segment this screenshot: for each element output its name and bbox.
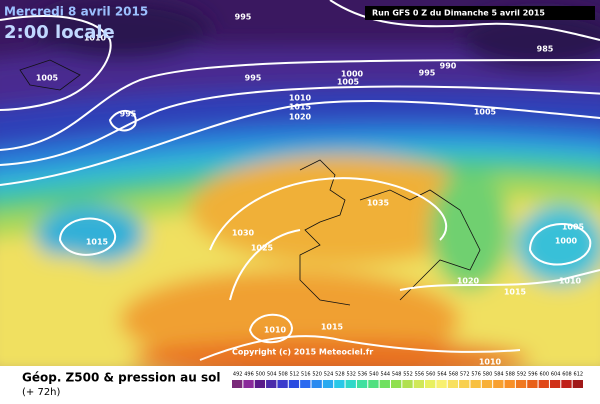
isobar-label: 1015 (86, 238, 109, 247)
isobar-label: 1010 (264, 326, 287, 335)
run-info: Run GFS 0 Z du Dimanche 5 avril 2015 (372, 9, 545, 18)
isobar-label: 1025 (251, 244, 274, 253)
scale-swatch (549, 380, 561, 388)
scale-label: 596 (528, 372, 538, 378)
scale-label: 552 (403, 372, 413, 378)
scale-swatch (254, 380, 266, 388)
scale-swatch (311, 380, 322, 388)
scale-swatch (413, 380, 425, 388)
isobar-label: 995 (235, 13, 252, 22)
scale-label: 536 (358, 372, 368, 378)
scale-label: 568 (449, 372, 459, 378)
scale-swatch (232, 380, 243, 388)
map-title: Mercredi 8 avril 2015 (4, 5, 148, 19)
scale-swatch (504, 380, 515, 388)
isobar-label: 1005 (474, 108, 497, 117)
scale-label: 612 (574, 372, 584, 378)
isobar-label: 1010 (559, 277, 582, 286)
scale-swatch (368, 380, 379, 388)
scale-label: 492 (233, 372, 243, 378)
isobar-label: 1010 (289, 94, 312, 103)
isobar-label: 1020 (289, 113, 312, 122)
scale-label: 532 (346, 372, 356, 378)
scale-label: 548 (392, 372, 402, 378)
scale-label: 556 (415, 372, 425, 378)
scale-label: 516 (301, 372, 311, 378)
scale-swatch (527, 380, 538, 388)
map-time: 2:00 locale (4, 22, 115, 43)
isobar-label: 1015 (504, 288, 527, 297)
isobar-label: 995 (419, 69, 436, 78)
isobar-label: 1005 (36, 74, 59, 83)
scale-label: 600 (539, 372, 549, 378)
scale-label: 528 (335, 372, 345, 378)
scale-label: 604 (551, 372, 561, 378)
isobar-label: 1010 (84, 34, 107, 43)
scale-swatch (425, 380, 436, 388)
color-scale: 492 496 500 504 508 512 516 520 524 528 532 536 540 5… (232, 372, 584, 388)
scale-swatch (288, 380, 300, 388)
scale-label: 520 (312, 372, 322, 378)
isobar-label: 1015 (289, 103, 312, 112)
scale-swatch (493, 380, 504, 388)
scale-swatch (356, 380, 368, 388)
isobar-label: 1005 (337, 78, 360, 87)
scale-label: 584 (494, 372, 504, 378)
scale-swatch (470, 380, 481, 388)
scale-label: 564 (437, 372, 447, 378)
scale-swatch (572, 380, 583, 388)
scale-swatch (334, 380, 345, 388)
scale-label: 580 (483, 372, 493, 378)
isobar-label: 990 (440, 62, 457, 71)
copyright: Copyright (c) 2015 Meteociel.fr (232, 348, 373, 357)
isobar-label: 995 (245, 74, 262, 83)
scale-swatch (538, 380, 549, 388)
scale-swatch (322, 380, 334, 388)
scale-label: 512 (290, 372, 300, 378)
scale-label: 572 (460, 372, 470, 378)
isobar-label: 1000 (555, 237, 578, 246)
isobar-label: 1015 (321, 323, 344, 332)
isobar-label: 985 (537, 45, 554, 54)
scale-label: 500 (256, 372, 266, 378)
scale-swatch (390, 380, 402, 388)
isobar-label: 1030 (232, 229, 255, 238)
scale-label: 496 (244, 372, 254, 378)
scale-swatch (447, 380, 459, 388)
scale-label: 588 (505, 372, 515, 378)
scale-label: 504 (267, 372, 277, 378)
scale-label: 524 (324, 372, 334, 378)
scale-swatch (561, 380, 572, 388)
scale-swatch (459, 380, 470, 388)
isobar-label: 995 (120, 110, 137, 119)
scale-swatch (300, 380, 311, 388)
isobar-label: 1010 (479, 358, 502, 367)
isobar-label: 1000 (341, 70, 364, 79)
run-box (365, 6, 595, 20)
scale-swatch (436, 380, 447, 388)
scale-swatch (402, 380, 413, 388)
scale-swatch (243, 380, 254, 388)
footer-lead: (+ 72h) (22, 387, 61, 398)
scale-swatch (481, 380, 493, 388)
scale-label: 592 (517, 372, 527, 378)
scale-label: 544 (381, 372, 391, 378)
scale-swatch (345, 380, 356, 388)
scale-label: 608 (562, 372, 572, 378)
isobar-label: 1020 (457, 277, 480, 286)
scale-swatch (379, 380, 390, 388)
isobar-label: 1005 (562, 223, 585, 232)
scale-swatch (515, 380, 527, 388)
scale-swatch (266, 380, 277, 388)
scale-label: 508 (278, 372, 288, 378)
scale-label: 576 (471, 372, 481, 378)
scale-swatch (277, 380, 288, 388)
scale-label: 560 (426, 372, 436, 378)
scale-label: 540 (369, 372, 379, 378)
footer-title: Géop. Z500 & pression au sol (22, 371, 220, 385)
isobar-label: 1035 (367, 199, 390, 208)
